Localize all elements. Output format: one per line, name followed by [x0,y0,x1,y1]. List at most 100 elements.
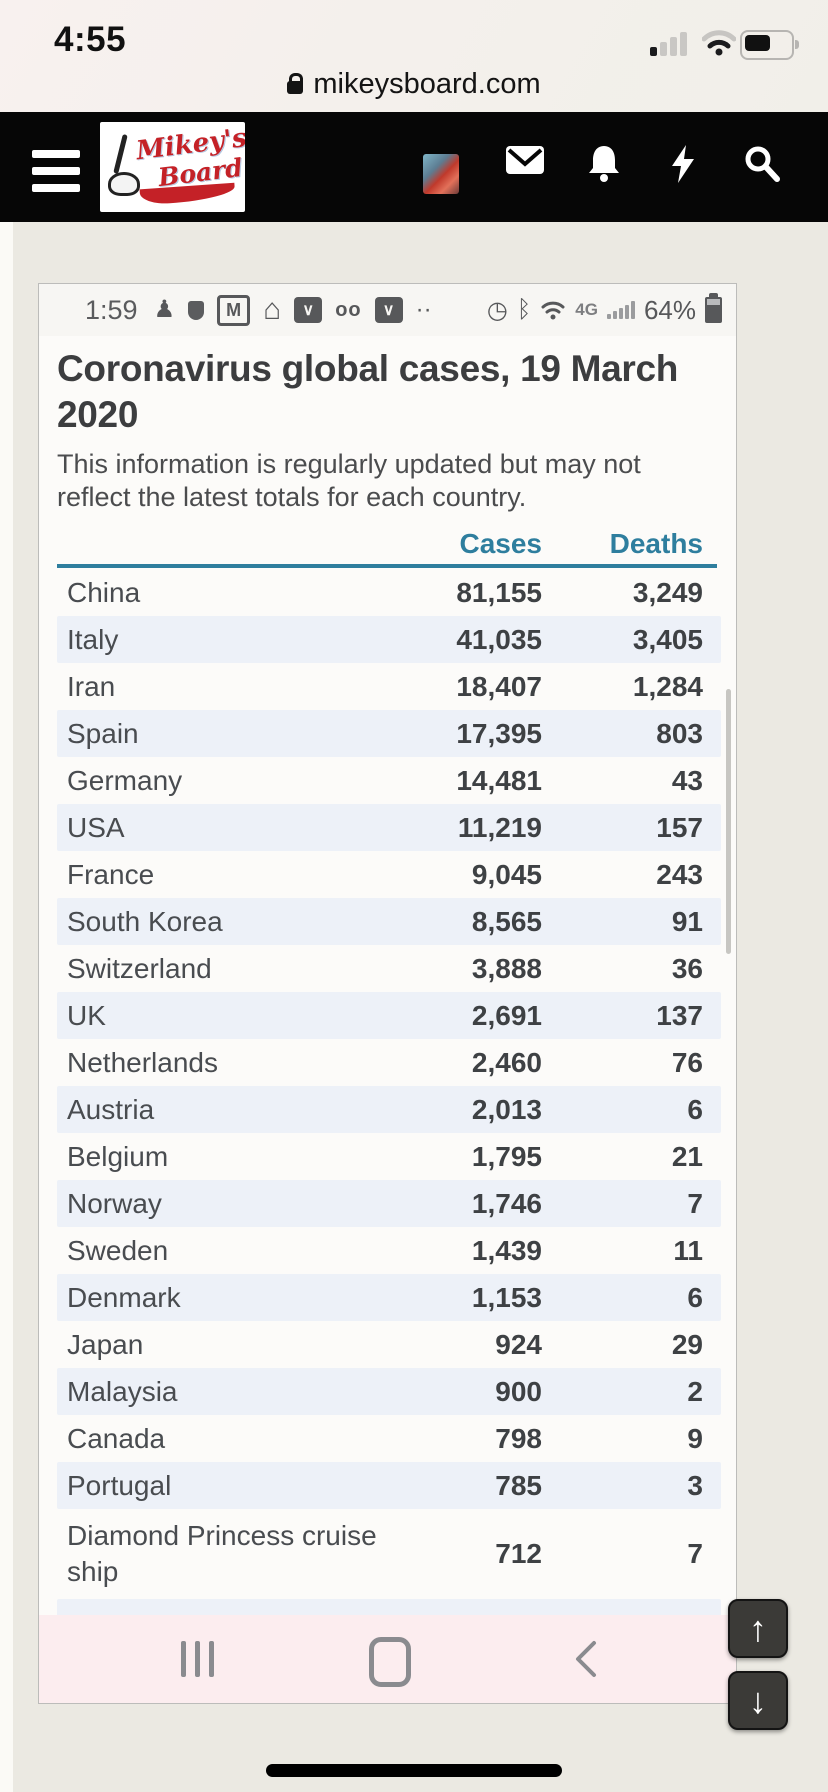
cell-deaths: 3,249 [632,576,703,608]
table-row: Netherlands 2,460 76 [57,1039,721,1086]
gmail-icon: M [217,294,251,326]
cell-cases: 2,013 [471,1093,542,1125]
col-header-cases: Cases [459,528,542,559]
table-row: South Korea 8,565 91 [57,898,721,945]
arrow-up-icon: ↑ [749,1607,767,1649]
avatar[interactable] [423,154,459,194]
scrollbar[interactable] [726,689,731,954]
article-subtitle: This information is regularly updated bu… [57,449,641,512]
cell-country: Portugal [67,1469,172,1501]
recents-icon[interactable] [181,1641,214,1677]
embedded-screenshot: 1:59 ♟ M ⌂ ∨ oo ∨ ·· ◷ ᛒ 4G [38,283,737,1704]
table-row: UK 2,691 137 [57,992,721,1039]
messages-icon: ∨ [374,297,403,323]
table-row: Japan 924 29 [57,1321,721,1368]
battery-percent: 64% [643,294,696,325]
cell-country: Spain [67,717,139,749]
cell-country: Italy [67,623,119,655]
android-nav-bar [39,1615,736,1703]
cell-deaths: 21 [671,1140,703,1172]
cell-country: South Korea [67,905,223,937]
shield-icon [188,300,205,320]
home-app-icon: ⌂ [263,293,282,326]
cell-cases: 1,795 [471,1140,542,1172]
cell-deaths: 76 [671,1046,703,1078]
cell-deaths: 157 [656,811,703,843]
table-row: Austria 2,013 6 [57,1086,721,1133]
back-icon[interactable] [574,1640,598,1678]
cell-deaths: 29 [671,1328,703,1360]
cell-deaths: 803 [656,717,703,749]
bell-icon[interactable] [585,144,623,184]
home-indicator[interactable] [266,1764,562,1777]
table-row: Sweden 1,439 11 [57,1227,721,1274]
menu-icon[interactable] [32,150,80,201]
cell-cases: 712 [495,1538,542,1569]
cell-deaths: 3,405 [632,623,703,655]
bluetooth-icon: ᛒ [516,296,532,323]
table-row: Spain 17,395 803 [57,710,721,757]
cellular-signal-icon [650,32,694,56]
cell-country: Belgium [67,1140,169,1172]
cell-cases: 1,746 [471,1187,542,1219]
table-row: Belgium 1,795 21 [57,1133,721,1180]
cell-country: Diamond Princess cruise ship [67,1520,377,1587]
cell-deaths: 3 [687,1469,703,1501]
article-title: Coronavirus global cases, 19 March 2020 [57,348,679,435]
cell-country: Sweden [67,1234,169,1266]
lightning-icon[interactable] [668,144,698,184]
wifi-icon [702,30,736,56]
address-bar[interactable]: mikeysboard.com [0,68,828,102]
cell-country: Iran [67,670,116,702]
cell-cases: 81,155 [456,576,542,608]
search-icon[interactable] [742,144,782,184]
table-row: Italy 41,035 3,405 [57,616,721,663]
cell-deaths: 243 [656,858,703,890]
cell-deaths: 36 [671,952,703,984]
table-header-rule [57,564,717,568]
cell-deaths: 137 [656,999,703,1031]
signal-bars-icon [606,301,635,319]
table-body: China 81,155 3,249 Italy 41,035 3,405 Iran 18,4… [57,569,721,1617]
cell-deaths: 9 [687,1422,703,1454]
home-icon[interactable] [369,1637,411,1687]
cell-cases: 798 [495,1422,542,1454]
lock-icon [287,73,304,94]
cell-cases: 900 [495,1375,542,1407]
col-header-deaths: Deaths [609,528,703,559]
table-row: China 81,155 3,249 [57,569,721,616]
cell-cases: 2,691 [471,999,542,1031]
cell-deaths: 6 [687,1281,703,1313]
cell-deaths: 91 [671,905,703,937]
cell-cases: 11,219 [457,811,542,843]
table-row: Diamond Princess cruise ship 712 7 [57,1509,721,1599]
table-row: Portugal 785 3 [57,1462,721,1509]
android-clock: 1:59 [85,294,138,325]
cell-cases: 41,035 [456,623,542,655]
cell-deaths: 11 [673,1234,703,1266]
cell-country: Netherlands [67,1046,218,1078]
cell-cases: 9,045 [471,858,542,890]
cell-cases: 924 [495,1328,542,1360]
cell-cases: 1,153 [471,1281,542,1313]
clock: 4:55 [54,20,127,59]
cell-cases: 785 [495,1469,542,1501]
mail-icon[interactable] [505,144,545,176]
cell-deaths: 6 [687,1093,703,1125]
cell-cases: 8,565 [471,905,542,937]
cell-cases: 14,481 [456,764,542,796]
voicemail-icon: oo [335,299,362,321]
table-row: Denmark 1,153 6 [57,1274,721,1321]
android-battery-icon [705,293,722,323]
cell-deaths: 43 [671,764,703,796]
cell-country: Denmark [67,1281,181,1313]
site-logo[interactable]: Mikey's Board [100,122,245,212]
cell-deaths: 7 [687,1538,703,1569]
scroll-bottom-button[interactable]: ↓ [728,1671,788,1730]
table-row: Germany 14,481 43 [57,757,721,804]
cell-country: Germany [67,764,183,796]
scroll-top-button[interactable]: ↑ [728,1599,788,1658]
ios-status-bar: 4:55 mikeysboard.com [0,0,828,112]
cell-country: USA [67,811,125,843]
